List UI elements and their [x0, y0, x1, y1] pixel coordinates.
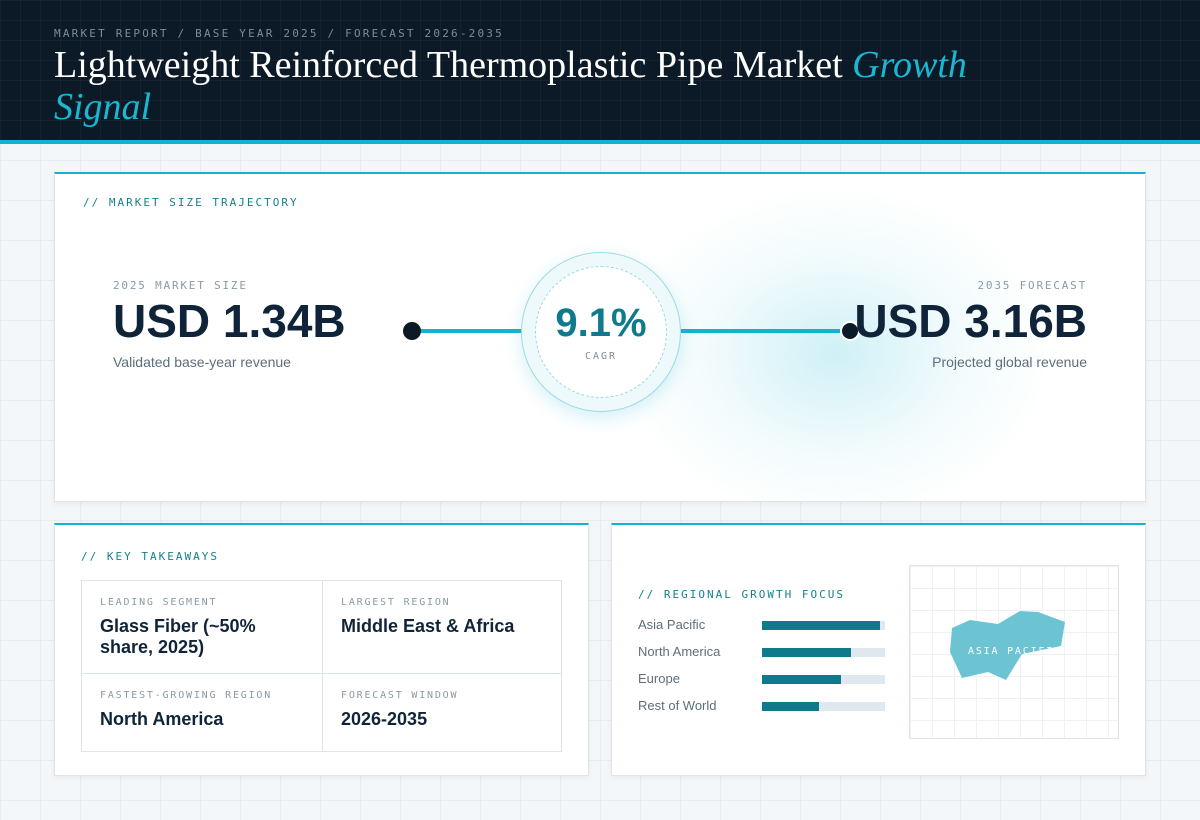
key-takeaways-panel: // KEY TAKEAWAYS LEADING SEGMENT Glass F… [54, 523, 589, 776]
takeaway-label: LEADING SEGMENT [100, 597, 218, 608]
regional-growth-label: // REGIONAL GROWTH FOCUS [638, 588, 845, 601]
region-map: ASIA PACIFIC [909, 565, 1119, 739]
market-size-panel: // MARKET SIZE TRAJECTORY 2025 MARKET SI… [54, 172, 1146, 502]
region-bar-label: Europe [638, 671, 680, 686]
start-dot [403, 322, 421, 340]
title-main: Lightweight Reinforced Thermoplastic Pip… [54, 44, 853, 86]
takeaway-leading-segment: LEADING SEGMENT Glass Fiber (~50% share,… [82, 581, 322, 674]
region-bar-row: Rest of World [638, 696, 888, 716]
end-caption: Projected global revenue [932, 354, 1087, 370]
takeaways-grid: LEADING SEGMENT Glass Fiber (~50% share,… [81, 580, 562, 752]
header-accent-rule [0, 140, 1200, 144]
map-region-label: ASIA PACIFIC [968, 646, 1062, 657]
cagr-badge-inner: 9.1% CAGR [535, 266, 667, 398]
page-title: Lightweight Reinforced Thermoplastic Pip… [54, 44, 994, 128]
region-bar-fill [762, 675, 841, 684]
takeaway-value: Middle East & Africa [341, 616, 515, 636]
cagr-value: 9.1% [555, 301, 647, 345]
region-bar-track [762, 675, 885, 684]
start-eyebrow: 2025 MARKET SIZE [113, 279, 248, 292]
end-value: USD 3.16B [854, 295, 1087, 347]
trajectory-line-right [681, 329, 847, 333]
region-bar-row: Asia Pacific [638, 615, 888, 635]
takeaway-value: 2026-2035 [341, 709, 428, 729]
region-bar-track [762, 648, 885, 657]
region-bar-label: Asia Pacific [638, 617, 706, 632]
end-eyebrow: 2035 FORECAST [977, 279, 1087, 292]
takeaway-label: LARGEST REGION [341, 597, 451, 608]
region-bar-label: North America [638, 644, 721, 659]
cagr-badge: 9.1% CAGR [521, 252, 681, 412]
takeaway-forecast-window: FORECAST WINDOW 2026-2035 [322, 674, 562, 751]
report-header: MARKET REPORT / BASE YEAR 2025 / FORECAS… [0, 0, 1200, 140]
end-dot [840, 321, 860, 341]
asia-pacific-map-icon [950, 611, 1065, 680]
start-value: USD 1.34B [113, 295, 346, 347]
trajectory-line-left [417, 329, 521, 333]
takeaway-label: FORECAST WINDOW [341, 690, 459, 701]
region-bar-track [762, 621, 885, 630]
takeaway-fastest-region: FASTEST-GROWING REGION North America [82, 674, 322, 751]
region-bar-fill [762, 621, 881, 630]
region-bar-row: North America [638, 642, 888, 662]
start-caption: Validated base-year revenue [113, 354, 291, 370]
key-takeaways-label: // KEY TAKEAWAYS [81, 550, 219, 563]
region-bar-fill [762, 702, 819, 711]
regional-growth-panel: // REGIONAL GROWTH FOCUS Asia Pacific No… [611, 523, 1146, 776]
takeaway-value: Glass Fiber (~50% share, 2025) [100, 616, 256, 657]
background-glow [615, 184, 1055, 501]
market-size-panel-label: // MARKET SIZE TRAJECTORY [83, 196, 299, 209]
region-bar-row: Europe [638, 669, 888, 689]
report-eyebrow: MARKET REPORT / BASE YEAR 2025 / FORECAS… [54, 27, 504, 40]
region-bar-fill [762, 648, 851, 657]
title-accent: Growth Signal [54, 44, 967, 128]
takeaway-label: FASTEST-GROWING REGION [100, 690, 273, 701]
takeaway-largest-region: LARGEST REGION Middle East & Africa [322, 581, 562, 674]
region-bar-track [762, 702, 885, 711]
cagr-label: CAGR [584, 351, 618, 362]
asia-pacific-shape [950, 611, 1065, 680]
region-bar-label: Rest of World [638, 698, 717, 713]
takeaway-value: North America [100, 709, 224, 729]
